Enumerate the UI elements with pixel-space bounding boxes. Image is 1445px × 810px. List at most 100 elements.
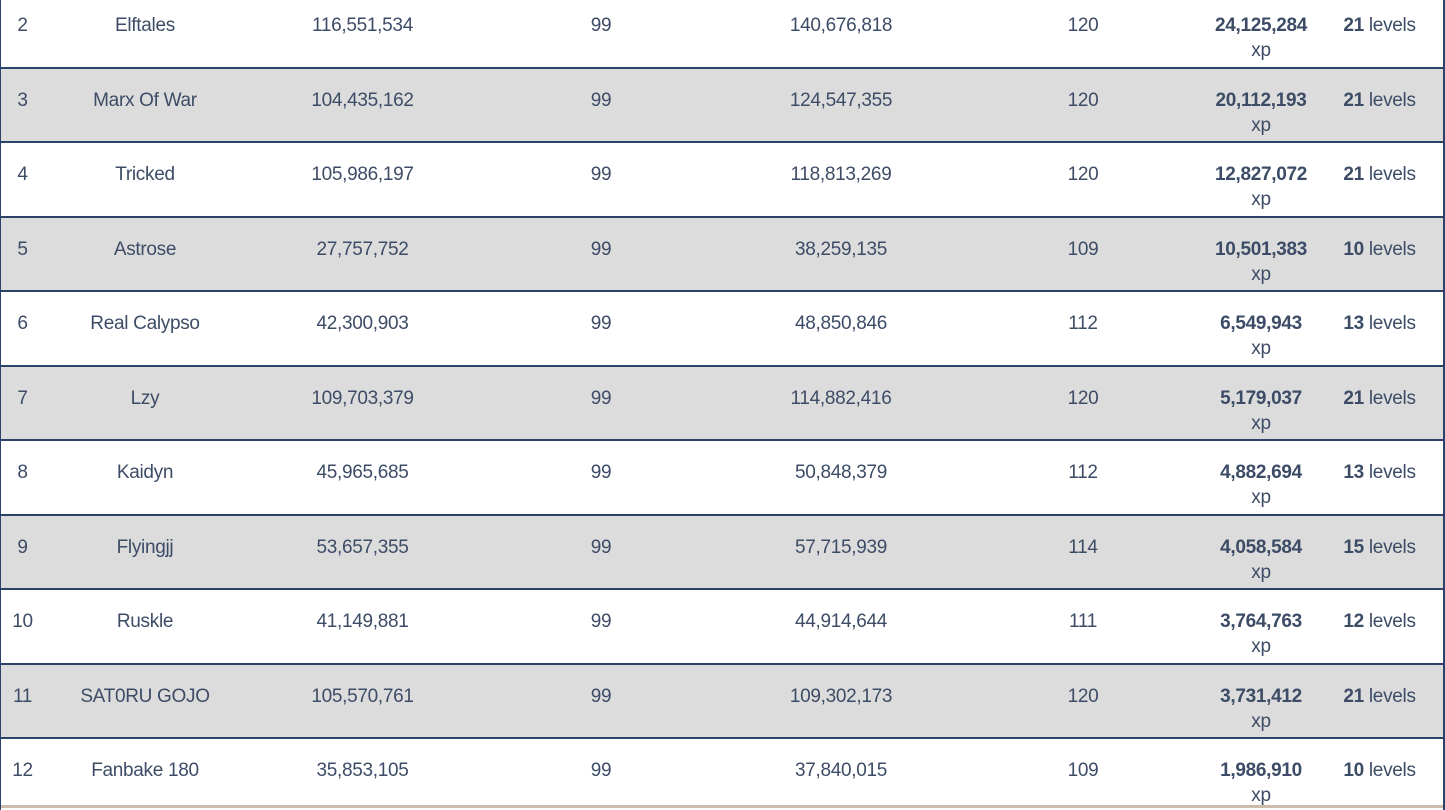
end-xp: 57,715,939: [794, 536, 888, 558]
table-row: 5 Astrose 27,757,752 99 38,259,135 109 10,501,…: [0, 217, 1443, 292]
gained-levels-cell: 21 levels: [1316, 69, 1443, 142]
start-level: 99: [590, 313, 612, 334]
end-xp: 48,850,846: [794, 313, 888, 334]
gained-levels-cell: 12 levels: [1316, 590, 1443, 663]
player-name[interactable]: Ruskle: [116, 611, 174, 632]
gained-xp-cell: 3,731,412 xp: [1206, 665, 1316, 738]
player-name[interactable]: Lzy: [130, 387, 160, 409]
rank-cell: 12: [12, 760, 33, 781]
start-xp: 53,657,355: [316, 536, 409, 558]
gained-levels-unit: levels: [1368, 15, 1416, 36]
gained-levels-value: 21: [1343, 15, 1364, 36]
gained-levels-cell: 21 levels: [1316, 0, 1443, 67]
player-name[interactable]: Fanbake 180: [91, 760, 199, 781]
rank-cell: 2: [17, 15, 28, 36]
gained-xp-unit: xp: [1251, 40, 1271, 61]
gained-levels-value: 10: [1343, 238, 1364, 260]
player-name[interactable]: SAT0RU GOJO: [80, 685, 210, 707]
end-level: 120: [1067, 387, 1099, 409]
gained-xp-cell: 3,764,763 xp: [1206, 590, 1316, 663]
start-level: 99: [590, 15, 612, 36]
rank-cell: 4: [17, 164, 28, 185]
player-name[interactable]: Astrose: [113, 238, 177, 260]
table-row: 7 Lzy 109,703,379 99 114,882,416 120 5,179,037…: [0, 366, 1443, 441]
start-xp: 42,300,903: [316, 313, 409, 334]
start-level: 99: [590, 685, 612, 707]
gained-xp-value: 24,125,284: [1214, 15, 1308, 36]
start-xp: 116,551,534: [312, 15, 413, 36]
gained-xp-cell: 4,058,584 xp: [1206, 516, 1316, 589]
start-level: 99: [590, 462, 612, 483]
player-name[interactable]: Elftales: [115, 15, 175, 36]
gained-xp-cell: 4,882,694 xp: [1206, 441, 1316, 514]
gained-levels-unit: levels: [1368, 387, 1416, 409]
start-xp: 105,570,761: [311, 685, 414, 707]
start-xp: 41,149,881: [316, 611, 409, 632]
gained-levels-cell: 10 levels: [1316, 739, 1443, 810]
gained-levels-unit: levels: [1368, 536, 1416, 558]
start-level: 99: [590, 760, 612, 781]
gained-xp-cell: 5,179,037 xp: [1206, 367, 1316, 440]
gained-levels-unit: levels: [1368, 611, 1416, 632]
rank-cell: 7: [17, 387, 28, 409]
gained-xp-value: 12,827,072: [1214, 164, 1308, 185]
gained-levels-value: 10: [1343, 760, 1364, 781]
gained-levels-cell: 13 levels: [1316, 292, 1443, 365]
table-row: 10 Ruskle 41,149,881 99 44,914,644 111 3,764,7…: [0, 590, 1443, 665]
gained-xp-unit: xp: [1251, 189, 1271, 210]
end-xp: 38,259,135: [794, 238, 888, 260]
gained-levels-unit: levels: [1368, 238, 1416, 260]
end-level: 109: [1067, 238, 1099, 260]
gained-xp-value: 3,764,763: [1220, 611, 1302, 632]
gained-levels-value: 21: [1343, 89, 1364, 111]
gained-xp-cell: 24,125,284 xp: [1206, 0, 1316, 67]
start-xp: 105,986,197: [311, 164, 414, 185]
player-name[interactable]: Real Calypso: [90, 313, 200, 334]
table-right-border: [1443, 0, 1445, 810]
start-xp: 109,703,379: [311, 387, 414, 409]
start-level: 99: [590, 164, 612, 185]
gained-xp-value: 10,501,383: [1214, 238, 1308, 260]
start-xp: 27,757,752: [316, 238, 409, 260]
start-xp: 45,965,685: [316, 462, 409, 483]
end-level: 120: [1067, 89, 1099, 111]
gained-xp-unit: xp: [1251, 636, 1271, 657]
rank-cell: 9: [17, 536, 28, 558]
player-name[interactable]: Kaidyn: [116, 462, 174, 483]
gained-xp-value: 3,731,412: [1220, 685, 1302, 707]
gained-xp-unit: xp: [1251, 785, 1271, 806]
start-level: 99: [590, 536, 612, 558]
start-level: 99: [590, 238, 612, 260]
end-level: 120: [1067, 685, 1099, 707]
table-row: 3 Marx Of War 104,435,162 99 124,547,355 120 2…: [0, 68, 1443, 143]
gained-levels-value: 15: [1343, 536, 1364, 558]
end-xp: 124,547,355: [789, 89, 893, 111]
gained-levels-cell: 21 levels: [1316, 367, 1443, 440]
gained-levels-cell: 21 levels: [1316, 143, 1443, 216]
rank-cell: 8: [17, 462, 28, 483]
table-row: 2 Elftales 116,551,534 99 140,676,818 120 24,1…: [0, 0, 1443, 69]
rank-cell: 11: [12, 685, 33, 707]
end-level: 111: [1069, 611, 1097, 632]
gained-levels-cell: 10 levels: [1316, 218, 1443, 291]
end-xp: 140,676,818: [789, 15, 893, 36]
rank-cell: 10: [12, 611, 33, 632]
table-bottom-border: [0, 805, 1445, 808]
end-level: 112: [1068, 313, 1098, 334]
gained-xp-unit: xp: [1251, 487, 1271, 508]
gained-levels-unit: levels: [1368, 462, 1416, 483]
end-level: 120: [1067, 164, 1099, 185]
player-name[interactable]: Tricked: [115, 164, 175, 185]
player-name[interactable]: Flyingjj: [116, 536, 174, 558]
gained-levels-cell: 21 levels: [1316, 665, 1443, 738]
gained-levels-unit: levels: [1368, 89, 1416, 111]
gained-xp-unit: xp: [1251, 561, 1271, 583]
table-row: 8 Kaidyn 45,965,685 99 50,848,379 112 4,882,69…: [0, 441, 1443, 516]
end-xp: 118,813,269: [790, 164, 892, 185]
gained-xp-value: 5,179,037: [1220, 387, 1302, 409]
player-name[interactable]: Marx Of War: [93, 89, 197, 111]
gained-levels-unit: levels: [1368, 164, 1416, 185]
end-xp: 44,914,644: [794, 611, 888, 632]
